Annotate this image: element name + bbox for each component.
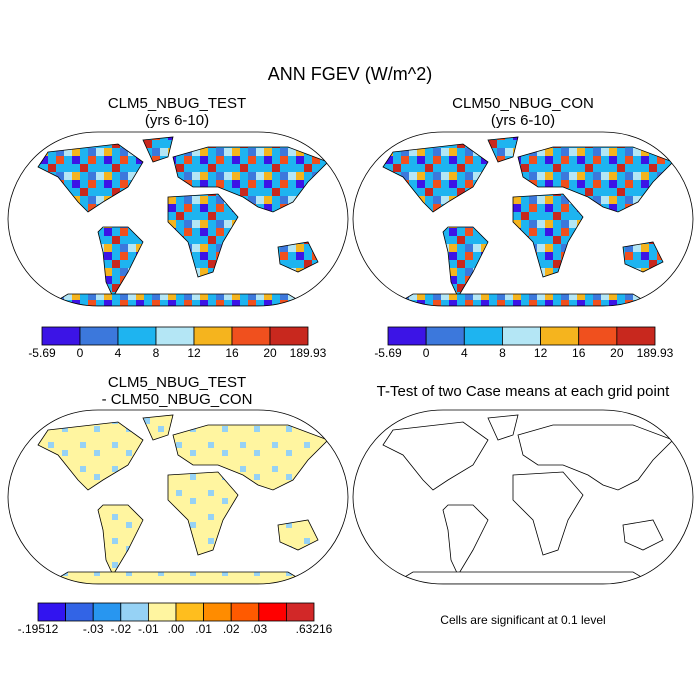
panel-title: T-Test of two Case means at each grid po… bbox=[377, 383, 670, 400]
colorbar-box bbox=[175, 602, 205, 622]
colorbar-box bbox=[120, 602, 149, 622]
colorbar-label: .63216 bbox=[296, 622, 333, 636]
colorbar-label: 16 bbox=[225, 346, 239, 360]
colorbar-box bbox=[578, 326, 618, 346]
colorbar-label: 12 bbox=[534, 346, 548, 360]
colorbar-box bbox=[41, 326, 81, 346]
colorbar-box bbox=[92, 602, 122, 622]
colorbar-box bbox=[387, 326, 427, 346]
colorbar-label: 0 bbox=[77, 346, 84, 360]
colorbar-box bbox=[37, 602, 67, 622]
colorbar-box bbox=[616, 326, 656, 346]
colorbar-box bbox=[65, 602, 94, 622]
map bbox=[352, 409, 694, 585]
colorbar-box bbox=[258, 602, 287, 622]
note: Cells are significant at 0.1 level bbox=[440, 613, 605, 627]
colorbar-label: 4 bbox=[461, 346, 468, 360]
map bbox=[352, 131, 694, 307]
panel-title: CLM5_NBUG_TEST bbox=[108, 95, 246, 112]
colorbar-label: -5.69 bbox=[28, 346, 56, 360]
panel-title: CLM5_NBUG_TEST bbox=[108, 374, 246, 391]
colorbar-label: 0 bbox=[423, 346, 430, 360]
colorbar-box bbox=[540, 326, 580, 346]
colorbar-label: -.01 bbox=[138, 622, 159, 636]
map bbox=[7, 409, 349, 585]
colorbar-label: 16 bbox=[572, 346, 586, 360]
colorbar-box bbox=[230, 602, 260, 622]
colorbar-label: 4 bbox=[115, 346, 122, 360]
colorbar-box bbox=[231, 326, 271, 346]
panel-title: - CLM50_NBUG_CON bbox=[102, 391, 253, 408]
colorbar-label: .02 bbox=[223, 622, 240, 636]
colorbar-label: 12 bbox=[187, 346, 201, 360]
colorbar-label: -.02 bbox=[110, 622, 131, 636]
colorbar-box bbox=[502, 326, 541, 346]
colorbar-box bbox=[155, 326, 195, 346]
colorbar-label: -5.69 bbox=[374, 346, 402, 360]
colorbar-label: 20 bbox=[610, 346, 624, 360]
colorbar-label: 20 bbox=[263, 346, 277, 360]
colorbar-label: .00 bbox=[168, 622, 185, 636]
figure-title: ANN FGEV (W/m^2) bbox=[268, 64, 432, 84]
colorbar-box bbox=[117, 326, 157, 346]
colorbar-label: .03 bbox=[250, 622, 267, 636]
colorbar-box bbox=[79, 326, 119, 346]
colorbar-label: 8 bbox=[499, 346, 506, 360]
colorbar-box bbox=[269, 326, 309, 346]
colorbar-box bbox=[463, 326, 503, 346]
colorbar-label: 189.93 bbox=[290, 346, 327, 360]
colorbar-box bbox=[147, 602, 177, 622]
panel-title: CLM50_NBUG_CON bbox=[452, 95, 594, 112]
colorbar-box bbox=[425, 326, 465, 346]
colorbar-label: -.19512 bbox=[18, 622, 59, 636]
colorbar-label: 189.93 bbox=[637, 346, 674, 360]
panel-title: (yrs 6-10) bbox=[491, 112, 555, 129]
colorbar-box bbox=[203, 602, 232, 622]
panel-title: (yrs 6-10) bbox=[145, 112, 209, 129]
colorbar-label: .01 bbox=[195, 622, 212, 636]
colorbar-box bbox=[285, 602, 315, 622]
colorbar-label: 8 bbox=[153, 346, 160, 360]
colorbar-box bbox=[193, 326, 233, 346]
colorbar-label: -.03 bbox=[83, 622, 104, 636]
map bbox=[7, 131, 349, 307]
